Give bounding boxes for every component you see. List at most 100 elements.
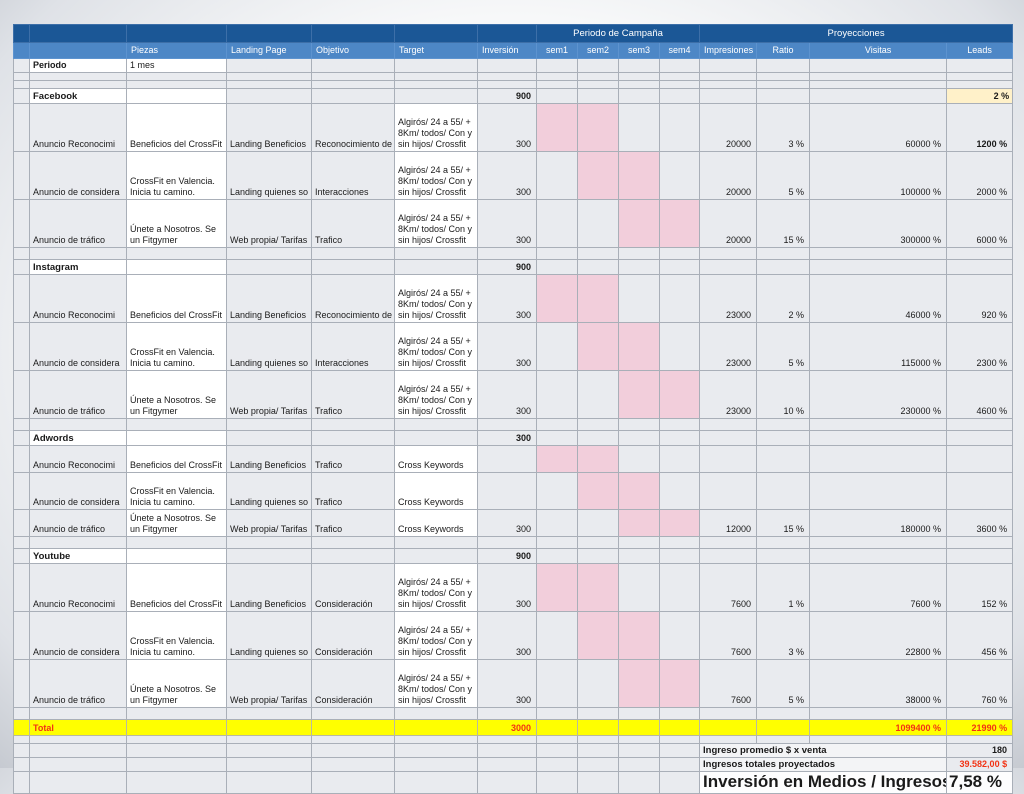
cell-piezas: Beneficios del CrossFit	[126, 274, 227, 323]
cell-landing: Landing quienes so	[226, 151, 312, 200]
cell-visitas	[809, 445, 948, 473]
cell-sem4	[658, 274, 701, 323]
spacer-row	[13, 735, 1014, 744]
cell-landing: Landing quienes so	[226, 472, 312, 510]
column-header-row: Piezas Landing Page Objetivo Target Inve…	[13, 42, 1014, 59]
ad-label: Anuncio Reconocimi	[29, 103, 127, 152]
cell-ratio: 3 %	[756, 611, 811, 660]
cell-landing: Web propia/ Tarifas	[226, 659, 312, 708]
cell-inversion: 300	[477, 659, 537, 708]
cell-sem4	[658, 322, 701, 371]
cell-sem1-active	[536, 445, 578, 473]
section-name: Youtube	[29, 548, 127, 564]
cell-sem2-active	[577, 445, 619, 473]
cell-sem2	[577, 370, 619, 419]
cell-ratio: 5 %	[756, 322, 811, 371]
cell-inversion: 300	[477, 151, 537, 200]
campaign-plan-table: Periodo de Campaña Proyecciones Piezas L…	[13, 24, 1014, 794]
cell-sem3-active	[618, 199, 660, 248]
cell-sem3-active	[618, 659, 660, 708]
cell-objetivo: Trafico	[311, 199, 395, 248]
cell-impresiones	[699, 472, 758, 510]
cell-sem4-active	[658, 370, 701, 419]
cell-ratio: 15 %	[756, 199, 811, 248]
cell-landing: Landing Beneficios	[226, 445, 312, 473]
cell-sem1-active	[536, 103, 578, 152]
summary-value: 39.582,00 $	[946, 757, 1014, 772]
cell-sem3	[618, 563, 660, 612]
spacer-row	[13, 707, 1014, 720]
cell-piezas: Beneficios del CrossFit	[126, 563, 227, 612]
cell-ratio: 15 %	[756, 509, 811, 537]
periodo-row: Periodo 1 mes	[13, 58, 1014, 73]
cell-sem2-active	[577, 472, 619, 510]
ad-label: Anuncio de tráfico	[29, 659, 127, 708]
cell-leads	[946, 472, 1014, 510]
group-header-proyecciones: Proyecciones	[699, 24, 1014, 43]
cell-ratio: 2 %	[756, 274, 811, 323]
cell-target: Algirós/ 24 a 55/ + 8Km/ todos/ Con y si…	[394, 151, 478, 200]
cell-leads: 456 %	[946, 611, 1014, 660]
cell-ratio: 3 %	[756, 103, 811, 152]
cell-target: Algirós/ 24 a 55/ + 8Km/ todos/ Con y si…	[394, 199, 478, 248]
cell-sem3	[618, 274, 660, 323]
cell-inversion	[477, 472, 537, 510]
cell-sem4	[658, 563, 701, 612]
cell-visitas	[809, 472, 948, 510]
cell-ratio	[756, 445, 811, 473]
cell-sem4-active	[658, 659, 701, 708]
ad-row: Anuncio de considera CrossFit en Valenci…	[13, 322, 1014, 371]
cell-sem1	[536, 322, 578, 371]
cell-impresiones: 23000	[699, 322, 758, 371]
cell-sem4-active	[658, 509, 701, 537]
cell-target: Algirós/ 24 a 55/ + 8Km/ todos/ Con y si…	[394, 274, 478, 323]
cell-landing: Landing quienes so	[226, 611, 312, 660]
cell-piezas: CrossFit en Valencia. Inicia tu camino.	[126, 611, 227, 660]
spacer-row	[13, 247, 1014, 260]
spacer-row	[13, 536, 1014, 549]
cell-sem4	[658, 103, 701, 152]
cell-sem4-active	[658, 199, 701, 248]
cell-sem2-active	[577, 103, 619, 152]
cell-landing: Landing Beneficios	[226, 563, 312, 612]
col-header-impresiones: Impresiones	[699, 42, 758, 59]
cell-ratio: 5 %	[756, 659, 811, 708]
cell-inversion: 300	[477, 509, 537, 537]
cell-impresiones: 12000	[699, 509, 758, 537]
cell-objetivo: Trafico	[311, 445, 395, 473]
section-inversion: 900	[477, 548, 537, 564]
cell-target: Algirós/ 24 a 55/ + 8Km/ todos/ Con y si…	[394, 103, 478, 152]
cell-sem4	[658, 151, 701, 200]
ad-label: Anuncio Reconocimi	[29, 563, 127, 612]
cell-impresiones: 20000	[699, 199, 758, 248]
cell-ratio	[756, 472, 811, 510]
cell-visitas: 60000 %	[809, 103, 948, 152]
cell-inversion: 300	[477, 611, 537, 660]
summary-label: Ingresos totales proyectados	[699, 757, 948, 772]
cell-sem2-active	[577, 611, 619, 660]
ad-label: Anuncio Reconocimi	[29, 445, 127, 473]
cell-piezas: Únete a Nosotros. Se un Fitgymer	[126, 199, 227, 248]
cell-sem2-active	[577, 151, 619, 200]
summary-value: 7,58 %	[946, 771, 1014, 794]
cell-piezas: Únete a Nosotros. Se un Fitgymer	[126, 370, 227, 419]
total-row: Total 3000 1099400 % 21990 %	[13, 719, 1014, 736]
cell-objetivo: Reconocimiento de	[311, 103, 395, 152]
cell-target: Algirós/ 24 a 55/ + 8Km/ todos/ Con y si…	[394, 370, 478, 419]
cell-piezas: CrossFit en Valencia. Inicia tu camino.	[126, 151, 227, 200]
cell-target: Algirós/ 24 a 55/ + 8Km/ todos/ Con y si…	[394, 322, 478, 371]
cell-visitas: 115000 %	[809, 322, 948, 371]
cell-sem2-active	[577, 274, 619, 323]
cell-sem3	[618, 445, 660, 473]
cell-target: Algirós/ 24 a 55/ + 8Km/ todos/ Con y si…	[394, 659, 478, 708]
cell-sem1	[536, 199, 578, 248]
section-name: Adwords	[29, 430, 127, 446]
cell-sem3	[618, 103, 660, 152]
cell-sem1	[536, 611, 578, 660]
cell-impresiones: 23000	[699, 274, 758, 323]
cell-visitas: 100000 %	[809, 151, 948, 200]
spacer-row	[13, 418, 1014, 431]
ad-label: Anuncio de tráfico	[29, 199, 127, 248]
ad-row: Anuncio Reconocimi Beneficios del CrossF…	[13, 445, 1014, 473]
cell-sem2-active	[577, 563, 619, 612]
